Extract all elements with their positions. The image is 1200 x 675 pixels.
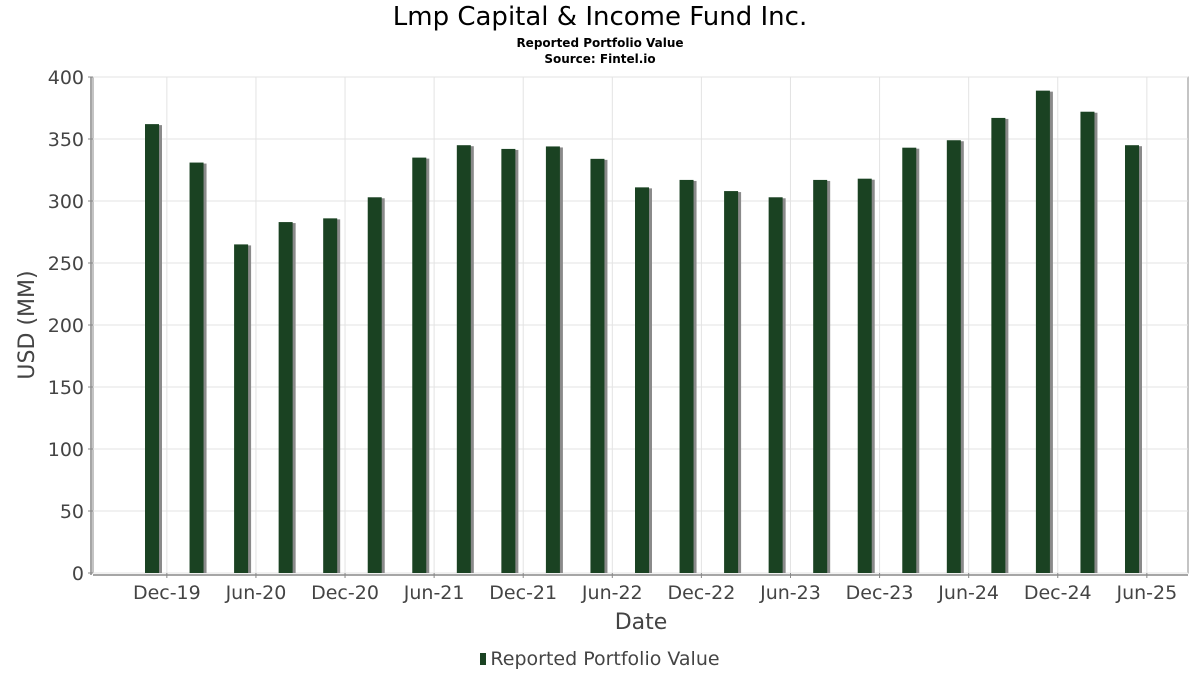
y-tick-label: 0: [72, 563, 84, 585]
chart-subtitle: Reported Portfolio Value: [516, 36, 684, 50]
y-tick-label: 150: [48, 377, 84, 399]
x-tick-label: Dec-24: [1024, 582, 1092, 604]
x-tick-label: Dec-20: [311, 582, 379, 604]
x-tick-label: Dec-19: [133, 582, 201, 604]
bar: [902, 147, 917, 573]
bar: [590, 158, 605, 573]
y-tick-label: 50: [60, 501, 84, 523]
bar: [635, 187, 649, 574]
chart-title: Lmp Capital & Income Fund Inc.: [392, 2, 808, 32]
bar: [412, 157, 427, 573]
x-tick-label: Jun-21: [403, 582, 465, 604]
x-tick-label: Jun-20: [225, 582, 287, 604]
bar: [501, 148, 516, 574]
y-tick-label: 200: [48, 315, 84, 337]
bar: [1080, 111, 1095, 573]
bar: [545, 146, 560, 573]
y-axis-label: USD (MM): [15, 270, 40, 379]
bar: [1125, 145, 1139, 573]
bar: [234, 244, 249, 573]
bar: [323, 218, 338, 574]
x-tick-label: Dec-22: [667, 582, 735, 604]
bar: [991, 117, 1006, 574]
bar: [189, 162, 204, 573]
x-tick-label: Dec-23: [846, 582, 914, 604]
y-tick-label: 250: [48, 253, 84, 275]
x-tick-label: Jun-23: [759, 582, 821, 604]
x-tick-label: Jun-25: [1115, 582, 1177, 604]
bar: [724, 191, 739, 573]
bar: [278, 222, 293, 573]
bar: [857, 178, 872, 573]
bar: [367, 197, 382, 573]
bar: [1035, 90, 1050, 573]
legend-label: Reported Portfolio Value: [490, 648, 720, 670]
x-tick-label: Dec-21: [489, 582, 557, 604]
y-tick-label: 350: [48, 129, 84, 151]
chart-source: Source: Fintel.io: [544, 52, 656, 66]
bars: [145, 90, 1142, 574]
bar: [456, 145, 471, 573]
y-tick-label: 100: [48, 439, 84, 461]
bar: [145, 124, 159, 574]
bar: [679, 179, 694, 574]
bar: [946, 140, 961, 574]
y-tick-label: 400: [48, 67, 84, 89]
bar: [768, 197, 783, 573]
x-tick-label: Jun-22: [581, 582, 643, 604]
legend-swatch: [480, 653, 487, 665]
y-tick-label: 300: [48, 191, 84, 213]
x-tick-label: Jun-24: [937, 582, 999, 604]
legend: Reported Portfolio Value: [0, 648, 1200, 670]
axes: 0 50 100 150 200 250 300 350 400 Dec-19 Jun-20 Dec-…: [48, 67, 1188, 604]
bar: [813, 179, 828, 574]
x-axis-label: Date: [615, 610, 668, 635]
